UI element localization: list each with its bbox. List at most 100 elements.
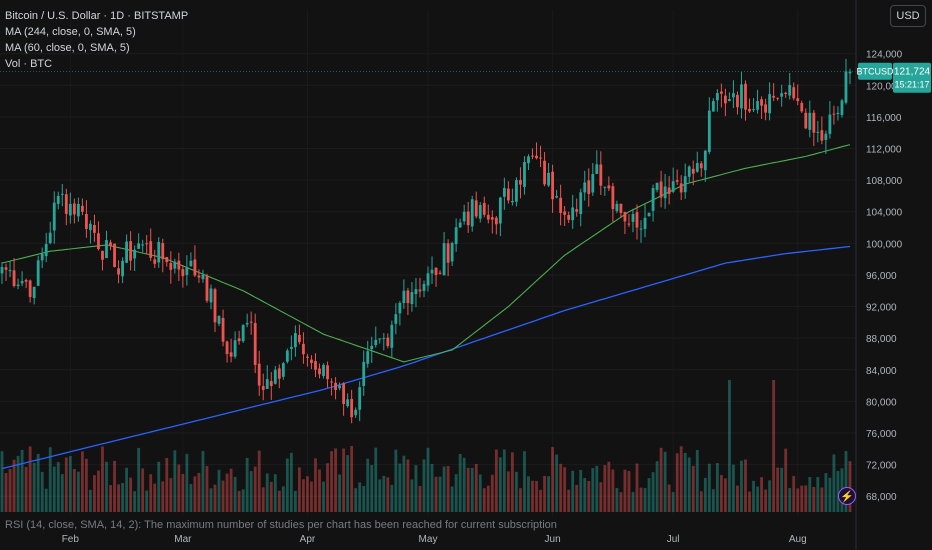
volume-bar [209, 488, 213, 512]
volume-bar [189, 483, 193, 512]
volume-bar [563, 467, 567, 512]
volume-bar [56, 462, 60, 512]
volume-bar [293, 490, 297, 512]
volume-bar [579, 469, 583, 512]
candle-body [121, 260, 124, 277]
candle-body [378, 338, 382, 340]
volume-bar [567, 489, 571, 512]
y-tick-label: 120,000 [866, 81, 903, 92]
volume-bar [285, 458, 289, 512]
volume-bar [836, 470, 840, 512]
candle-body [237, 338, 241, 342]
price-badge [893, 62, 931, 93]
candle-body [382, 337, 386, 339]
volume-bar [80, 451, 84, 512]
candle-body [161, 243, 165, 260]
candle-body [249, 321, 253, 323]
volume-bar [40, 471, 44, 512]
candle-body [181, 269, 185, 277]
candle-body [639, 228, 643, 230]
candle-body [338, 385, 342, 389]
candle-body [334, 382, 337, 391]
candle-body [719, 91, 723, 94]
candle-body [784, 92, 788, 94]
candle-body [289, 346, 293, 349]
volume-bar [28, 446, 32, 512]
legend-volume[interactable]: Vol · BTC [5, 58, 53, 70]
volume-bar [458, 454, 462, 512]
candle-body [776, 97, 780, 99]
candle-body [173, 261, 177, 269]
candle-body [221, 318, 225, 342]
volume-bar [603, 465, 607, 512]
volume-bar [221, 480, 225, 512]
volume-bar [105, 461, 108, 512]
candle-body [89, 223, 92, 231]
candle-body [462, 211, 466, 222]
candle-body [285, 350, 289, 362]
candle-body [723, 95, 727, 104]
volume-bar [32, 462, 36, 512]
volume-bar [635, 463, 639, 512]
candle-body [836, 112, 840, 114]
volume-bar [430, 464, 434, 512]
volume-bar [269, 481, 273, 512]
volume-bar [402, 455, 406, 512]
volume-bar [4, 472, 8, 512]
candle-body [241, 325, 245, 342]
candle-body [663, 186, 667, 199]
candle-body [430, 269, 434, 274]
price-badge-countdown: 15:21:17 [894, 80, 929, 90]
volume-bar [314, 458, 317, 512]
candle-body [498, 197, 502, 224]
candle-body [474, 200, 478, 217]
candle-body [808, 112, 812, 130]
volume-bar [446, 465, 450, 512]
candle-body [595, 164, 599, 174]
candle-body [599, 164, 603, 186]
candle-body [490, 217, 494, 220]
candle-body [486, 214, 490, 220]
candle-body [728, 99, 731, 102]
lightning-icon[interactable]: ⚡ [838, 487, 856, 505]
candle-body [253, 323, 257, 365]
volume-bar [547, 476, 550, 512]
volume-bar [502, 449, 506, 512]
volume-bar [20, 449, 24, 512]
volume-bar [48, 447, 52, 512]
volume-bar [84, 458, 88, 512]
candle-body [297, 334, 301, 343]
volume-bar [748, 491, 751, 512]
volume-bar [482, 488, 486, 512]
volume-bar [362, 486, 366, 512]
volume-bar [707, 463, 711, 512]
candle-body [434, 267, 438, 275]
chart-title[interactable]: Bitcoin / U.S. Dollar · 1D · BITSTAMP [5, 10, 189, 22]
volume-bar [72, 468, 76, 512]
y-tick-label: 68,000 [866, 492, 897, 503]
candle-body [406, 290, 410, 304]
currency-button[interactable]: USD [890, 5, 926, 27]
y-tick-label: 124,000 [866, 50, 903, 61]
symbol-badge-label: BTCUSD [856, 67, 894, 77]
candle-body [149, 241, 153, 258]
candle-body [402, 290, 406, 303]
candle-body [414, 289, 418, 294]
volume-bar [519, 488, 522, 512]
candle-body [97, 233, 100, 250]
candle-body [804, 112, 808, 129]
volume-bar [297, 467, 301, 512]
volume-bar [527, 476, 530, 512]
volume-bar [788, 488, 792, 512]
legend-ma244[interactable]: MA (244, close, 0, SMA, 5) [5, 26, 136, 38]
price-badge-value: 121,724 [894, 67, 931, 78]
candle-body [515, 180, 518, 202]
candle-body [623, 211, 627, 222]
volume-bar [691, 465, 695, 512]
volume-bar [595, 465, 599, 512]
volume-bar [249, 471, 253, 512]
candle-body [454, 227, 458, 245]
volume-bar [414, 465, 418, 512]
legend-ma60[interactable]: MA (60, close, 0, SMA, 5) [5, 42, 130, 54]
